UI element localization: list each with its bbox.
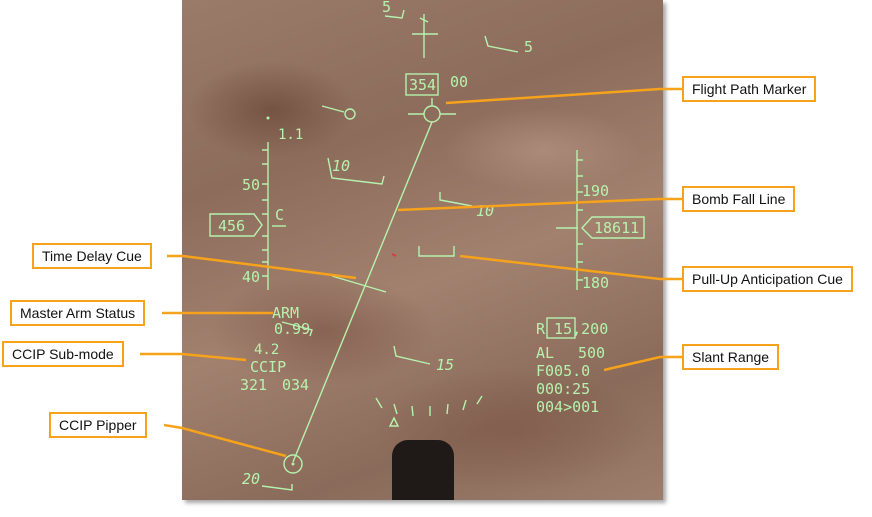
pitch-ladder-20-label: 20 bbox=[242, 470, 260, 488]
pitch-ladder-20 bbox=[261, 484, 293, 491]
callout-bomb-fall-line: Bomb Fall Line bbox=[682, 186, 796, 212]
pitch-ladder-15 bbox=[393, 345, 431, 365]
mach-tick bbox=[281, 321, 313, 337]
bottom-left-value-b: 034 bbox=[282, 376, 309, 394]
time-delay-cue bbox=[331, 275, 387, 293]
fuze-line: F005.0 bbox=[536, 362, 590, 380]
time-line: 000:25 bbox=[536, 380, 590, 398]
speed-tick-40: 40 bbox=[242, 268, 260, 286]
callout-ccip-pipper: CCIP Pipper bbox=[49, 412, 147, 438]
steerpoint-line: 004>001 bbox=[536, 398, 599, 416]
pitch-ladder-10-left-label: 10 bbox=[332, 157, 350, 175]
slant-range-box bbox=[546, 317, 576, 339]
callout-time-delay-cue: Time Delay Cue bbox=[32, 243, 152, 269]
alt-tick-180: 180 bbox=[582, 274, 609, 292]
pitch-ladder-10-left bbox=[327, 157, 385, 185]
bottom-left-value-a: 321 bbox=[240, 376, 267, 394]
glareshield-post bbox=[392, 440, 454, 500]
heading-right-value: 00 bbox=[450, 73, 468, 91]
airspeed-mode: C bbox=[275, 206, 284, 224]
boresight-cross bbox=[412, 14, 438, 58]
speed-scale bbox=[262, 142, 269, 290]
airspeed-value: 456 bbox=[218, 217, 245, 235]
arm-status: ARM bbox=[272, 304, 299, 322]
pitch-ladder-10-right-label: 10 bbox=[476, 202, 494, 220]
pitch-ladder-5-left-label: 5 bbox=[382, 0, 391, 16]
pitch-ladder-5-right bbox=[484, 35, 519, 53]
flight-path-marker bbox=[423, 105, 441, 123]
callout-pull-up-anticipation-cue: Pull-Up Anticipation Cue bbox=[682, 266, 853, 292]
pitch-ladder-10-right bbox=[439, 192, 473, 207]
target-marker bbox=[391, 253, 397, 257]
max-g-value: 4.2 bbox=[254, 342, 279, 358]
bomb-fall-line bbox=[292, 121, 433, 463]
al-label: AL bbox=[536, 344, 554, 362]
callout-slant-range: Slant Range bbox=[682, 344, 780, 370]
callout-ccip-sub-mode: CCIP Sub-mode bbox=[2, 341, 124, 367]
callout-master-arm-status: Master Arm Status bbox=[10, 300, 146, 326]
pitch-marker-circle bbox=[344, 108, 356, 120]
altitude-value: 18611 bbox=[594, 219, 639, 237]
pitch-ladder-15-label: 15 bbox=[436, 356, 454, 374]
callout-flight-path-marker: Flight Path Marker bbox=[682, 76, 817, 102]
flight-path-marker-wings bbox=[408, 98, 456, 115]
ccip-mode-label: CCIP bbox=[250, 358, 286, 376]
ccip-pipper-dot bbox=[291, 462, 295, 466]
speed-tick-50: 50 bbox=[242, 176, 260, 194]
hud-camera-view: 5 5 354 00 10 10 15 20 bbox=[182, 0, 663, 500]
ccip-pipper bbox=[283, 454, 303, 474]
mach-value: 0.99 bbox=[274, 320, 310, 338]
slant-range-value: R 15,200 bbox=[536, 320, 608, 338]
hud-symbology: 5 5 354 00 10 10 15 20 bbox=[209, 0, 645, 491]
pitch-marker-line bbox=[321, 105, 345, 113]
altitude-scale bbox=[576, 150, 583, 290]
bank-angle-scale bbox=[375, 395, 483, 417]
heading-box bbox=[405, 73, 439, 96]
speed-scale-dot bbox=[266, 116, 270, 120]
pull-up-anticipation-cue bbox=[418, 246, 455, 257]
airspeed-box bbox=[209, 213, 263, 237]
alt-tick-190: 190 bbox=[582, 182, 609, 200]
bank-pointer bbox=[388, 416, 400, 427]
g-load-value: 1.1 bbox=[278, 127, 303, 143]
pitch-ladder-5-right-label: 5 bbox=[524, 38, 533, 56]
heading-value: 354 bbox=[409, 76, 436, 94]
al-value: 500 bbox=[578, 344, 605, 362]
altitude-box bbox=[556, 216, 645, 239]
pitch-ladder-5-left bbox=[384, 9, 405, 19]
